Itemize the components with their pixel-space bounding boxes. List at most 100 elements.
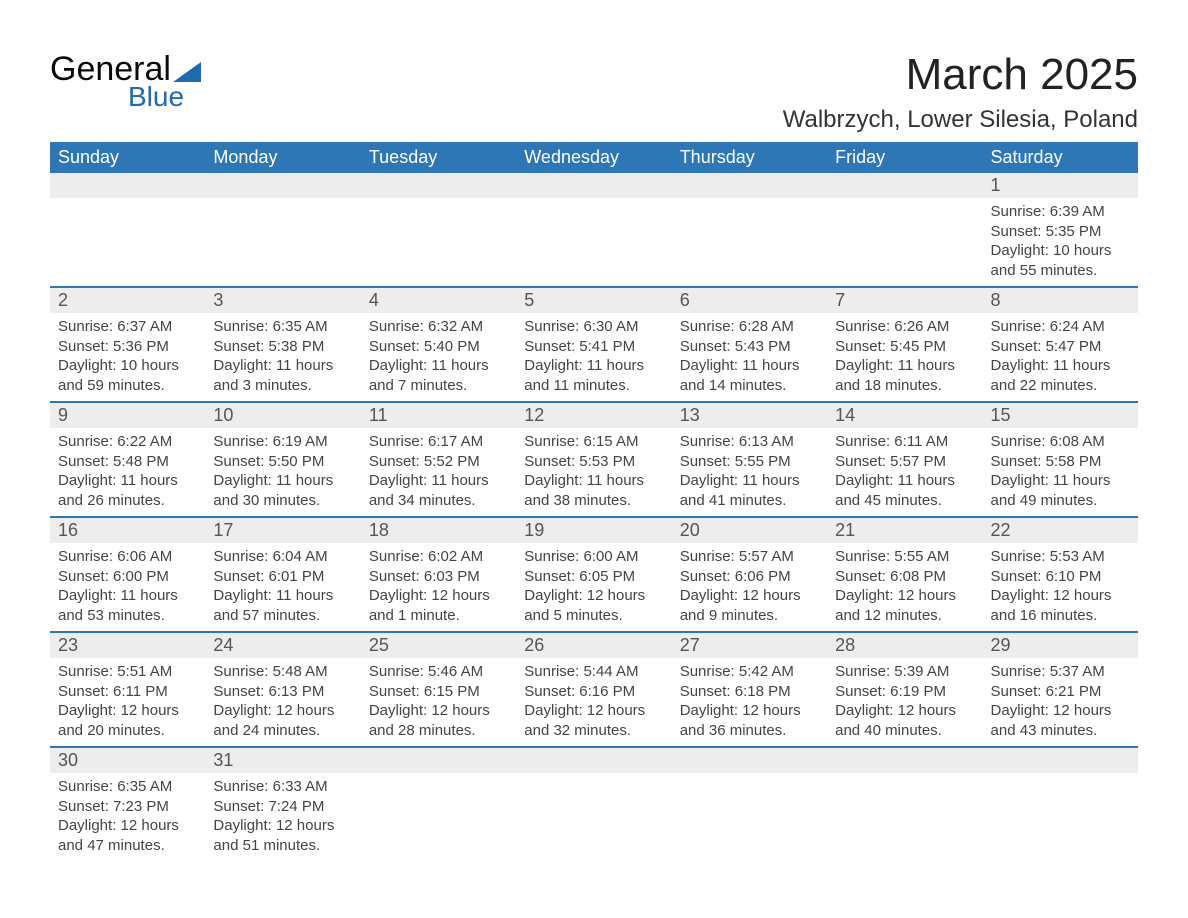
day-daylight: Daylight: 12 hours and 20 minutes. — [58, 701, 197, 740]
calendar-day — [205, 173, 360, 287]
calendar-day: 21Sunrise: 5:55 AMSunset: 6:08 PMDayligh… — [827, 517, 982, 632]
calendar-day: 23Sunrise: 5:51 AMSunset: 6:11 PMDayligh… — [50, 632, 205, 747]
col-sunday: Sunday — [50, 142, 205, 173]
day-sunrise: Sunrise: 5:39 AM — [835, 662, 974, 682]
day-sunrise: Sunrise: 6:06 AM — [58, 547, 197, 567]
day-data: Sunrise: 6:13 AMSunset: 5:55 PMDaylight:… — [672, 428, 827, 516]
day-number — [516, 748, 671, 773]
day-number — [50, 173, 205, 198]
day-number: 24 — [205, 633, 360, 658]
day-data: Sunrise: 6:26 AMSunset: 5:45 PMDaylight:… — [827, 313, 982, 401]
day-number: 11 — [361, 403, 516, 428]
day-number: 22 — [983, 518, 1138, 543]
calendar-day: 24Sunrise: 5:48 AMSunset: 6:13 PMDayligh… — [205, 632, 360, 747]
calendar-day: 1Sunrise: 6:39 AMSunset: 5:35 PMDaylight… — [983, 173, 1138, 287]
logo: General Blue — [50, 50, 201, 113]
calendar-day: 12Sunrise: 6:15 AMSunset: 5:53 PMDayligh… — [516, 402, 671, 517]
day-daylight: Daylight: 12 hours and 9 minutes. — [680, 586, 819, 625]
day-data — [672, 773, 827, 783]
day-number — [205, 173, 360, 198]
day-daylight: Daylight: 12 hours and 5 minutes. — [524, 586, 663, 625]
day-sunset: Sunset: 6:10 PM — [991, 567, 1130, 587]
day-number: 19 — [516, 518, 671, 543]
calendar-day: 18Sunrise: 6:02 AMSunset: 6:03 PMDayligh… — [361, 517, 516, 632]
day-daylight: Daylight: 11 hours and 53 minutes. — [58, 586, 197, 625]
day-data — [827, 773, 982, 783]
day-daylight: Daylight: 12 hours and 1 minute. — [369, 586, 508, 625]
calendar-day — [516, 173, 671, 287]
day-daylight: Daylight: 12 hours and 36 minutes. — [680, 701, 819, 740]
day-sunrise: Sunrise: 6:17 AM — [369, 432, 508, 452]
calendar-day: 26Sunrise: 5:44 AMSunset: 6:16 PMDayligh… — [516, 632, 671, 747]
day-data: Sunrise: 6:24 AMSunset: 5:47 PMDaylight:… — [983, 313, 1138, 401]
day-daylight: Daylight: 12 hours and 12 minutes. — [835, 586, 974, 625]
day-sunrise: Sunrise: 5:46 AM — [369, 662, 508, 682]
day-sunrise: Sunrise: 6:13 AM — [680, 432, 819, 452]
day-daylight: Daylight: 11 hours and 34 minutes. — [369, 471, 508, 510]
day-sunrise: Sunrise: 6:04 AM — [213, 547, 352, 567]
calendar-day: 8Sunrise: 6:24 AMSunset: 5:47 PMDaylight… — [983, 287, 1138, 402]
day-sunset: Sunset: 5:58 PM — [991, 452, 1130, 472]
day-sunset: Sunset: 6:05 PM — [524, 567, 663, 587]
day-daylight: Daylight: 12 hours and 43 minutes. — [991, 701, 1130, 740]
day-sunrise: Sunrise: 6:35 AM — [213, 317, 352, 337]
day-data: Sunrise: 6:32 AMSunset: 5:40 PMDaylight:… — [361, 313, 516, 401]
calendar-week: 23Sunrise: 5:51 AMSunset: 6:11 PMDayligh… — [50, 632, 1138, 747]
day-number — [672, 748, 827, 773]
day-data — [827, 198, 982, 208]
day-data: Sunrise: 6:35 AMSunset: 7:23 PMDaylight:… — [50, 773, 205, 861]
day-data: Sunrise: 5:51 AMSunset: 6:11 PMDaylight:… — [50, 658, 205, 746]
day-number — [827, 173, 982, 198]
day-sunset: Sunset: 5:47 PM — [991, 337, 1130, 357]
calendar-day: 4Sunrise: 6:32 AMSunset: 5:40 PMDaylight… — [361, 287, 516, 402]
day-sunrise: Sunrise: 6:30 AM — [524, 317, 663, 337]
title-block: March 2025 Walbrzych, Lower Silesia, Pol… — [783, 50, 1138, 134]
day-sunset: Sunset: 6:13 PM — [213, 682, 352, 702]
day-daylight: Daylight: 12 hours and 40 minutes. — [835, 701, 974, 740]
day-sunset: Sunset: 5:41 PM — [524, 337, 663, 357]
header: General Blue March 2025 Walbrzych, Lower… — [50, 50, 1138, 134]
col-wednesday: Wednesday — [516, 142, 671, 173]
day-daylight: Daylight: 11 hours and 41 minutes. — [680, 471, 819, 510]
calendar-day: 19Sunrise: 6:00 AMSunset: 6:05 PMDayligh… — [516, 517, 671, 632]
day-sunrise: Sunrise: 6:22 AM — [58, 432, 197, 452]
day-sunrise: Sunrise: 5:55 AM — [835, 547, 974, 567]
day-sunrise: Sunrise: 5:51 AM — [58, 662, 197, 682]
day-data: Sunrise: 5:37 AMSunset: 6:21 PMDaylight:… — [983, 658, 1138, 746]
day-sunrise: Sunrise: 6:19 AM — [213, 432, 352, 452]
day-number: 30 — [50, 748, 205, 773]
day-sunset: Sunset: 7:24 PM — [213, 797, 352, 817]
col-monday: Monday — [205, 142, 360, 173]
day-daylight: Daylight: 11 hours and 26 minutes. — [58, 471, 197, 510]
day-sunset: Sunset: 6:21 PM — [991, 682, 1130, 702]
day-daylight: Daylight: 11 hours and 3 minutes. — [213, 356, 352, 395]
day-number: 14 — [827, 403, 982, 428]
day-number: 9 — [50, 403, 205, 428]
day-daylight: Daylight: 12 hours and 24 minutes. — [213, 701, 352, 740]
day-number — [672, 173, 827, 198]
calendar-week: 30Sunrise: 6:35 AMSunset: 7:23 PMDayligh… — [50, 747, 1138, 861]
day-number: 4 — [361, 288, 516, 313]
calendar-day — [361, 747, 516, 861]
day-number: 15 — [983, 403, 1138, 428]
calendar-day — [827, 747, 982, 861]
day-daylight: Daylight: 11 hours and 49 minutes. — [991, 471, 1130, 510]
day-sunset: Sunset: 6:16 PM — [524, 682, 663, 702]
day-number: 31 — [205, 748, 360, 773]
day-data: Sunrise: 6:30 AMSunset: 5:41 PMDaylight:… — [516, 313, 671, 401]
day-number: 17 — [205, 518, 360, 543]
day-sunset: Sunset: 5:53 PM — [524, 452, 663, 472]
day-data: Sunrise: 5:46 AMSunset: 6:15 PMDaylight:… — [361, 658, 516, 746]
day-sunset: Sunset: 6:18 PM — [680, 682, 819, 702]
day-data: Sunrise: 6:35 AMSunset: 5:38 PMDaylight:… — [205, 313, 360, 401]
day-daylight: Daylight: 11 hours and 18 minutes. — [835, 356, 974, 395]
day-number: 6 — [672, 288, 827, 313]
day-data: Sunrise: 5:57 AMSunset: 6:06 PMDaylight:… — [672, 543, 827, 631]
day-data — [516, 773, 671, 783]
calendar-table: Sunday Monday Tuesday Wednesday Thursday… — [50, 142, 1138, 861]
day-number — [827, 748, 982, 773]
calendar-day: 15Sunrise: 6:08 AMSunset: 5:58 PMDayligh… — [983, 402, 1138, 517]
day-daylight: Daylight: 11 hours and 7 minutes. — [369, 356, 508, 395]
calendar-day: 27Sunrise: 5:42 AMSunset: 6:18 PMDayligh… — [672, 632, 827, 747]
day-sunset: Sunset: 5:50 PM — [213, 452, 352, 472]
